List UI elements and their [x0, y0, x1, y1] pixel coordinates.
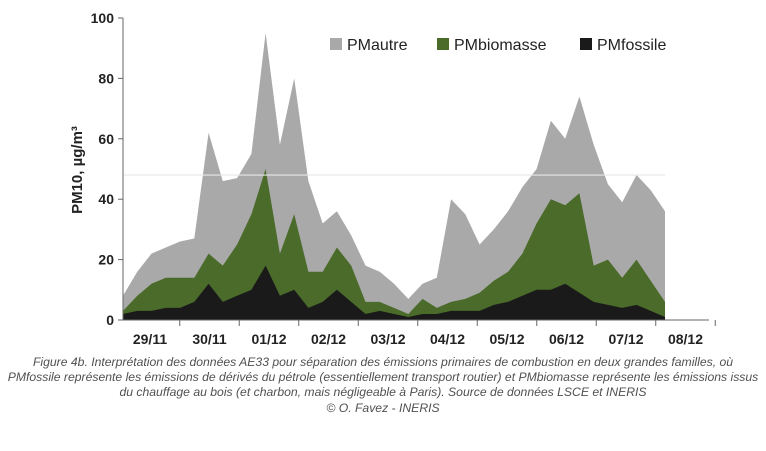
x-tick-label: 01/12	[251, 331, 286, 347]
x-tick-label: 06/12	[549, 331, 584, 347]
x-tick-label: 05/12	[489, 331, 524, 347]
caption-credit: © O. Favez - INERIS	[326, 400, 440, 415]
legend-label-pmbiomasse: PMbiomasse	[454, 37, 547, 54]
y-axis-label: PM10, µg/m³	[69, 126, 86, 214]
plot-area	[123, 33, 665, 320]
caption-text: Figure 4b. Interprétation des données AE…	[7, 355, 759, 400]
x-tick-label: 03/12	[370, 331, 405, 347]
pm10-chart: 0 20 40 60 80 100 29/11 30/11 01/12 02/12 03/12 04/…	[69, 10, 716, 347]
y-tick-label: 100	[91, 10, 115, 26]
y-tick-label: 40	[98, 191, 114, 207]
x-tick-label: 29/11	[133, 331, 167, 347]
figure-caption: Figure 4b. Interprétation des données AE…	[6, 355, 760, 416]
legend-swatch-pmautre	[330, 38, 342, 50]
x-tick-label: 07/12	[608, 331, 643, 347]
x-tick-label: 02/12	[311, 331, 346, 347]
y-tick-label: 80	[98, 70, 114, 86]
chart-axes: 0 20 40 60 80 100 29/11 30/11 01/12 02/12 03/12 04/…	[91, 10, 716, 347]
chart-legend: PMautre PMbiomasse PMfossile	[330, 37, 666, 54]
y-tick-label: 60	[98, 131, 114, 147]
legend-label-pmfossile: PMfossile	[597, 37, 666, 54]
x-tick-label: 04/12	[430, 331, 465, 347]
y-tick-label: 20	[98, 252, 114, 268]
legend-label-pmautre: PMautre	[347, 37, 408, 54]
legend-swatch-pmfossile	[580, 38, 592, 50]
y-tick-label: 0	[106, 312, 114, 328]
series-area-pmfossile	[123, 265, 665, 320]
x-tick-label: 08/12	[668, 331, 703, 347]
x-tick-label: 30/11	[192, 331, 226, 347]
legend-swatch-pmbiomasse	[437, 38, 449, 50]
